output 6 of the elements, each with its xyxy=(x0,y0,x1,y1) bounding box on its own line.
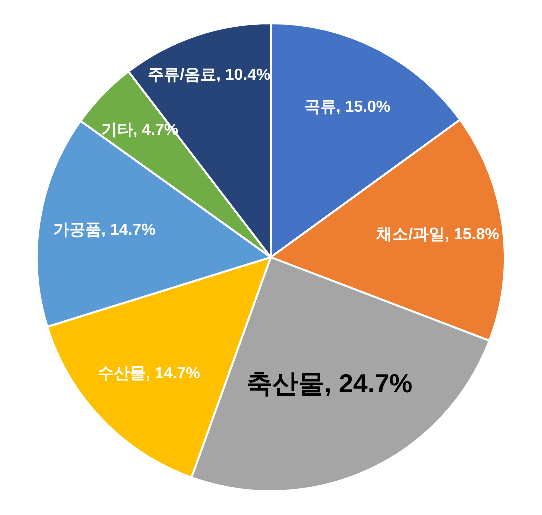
slice-label: 가공품, 14.7% xyxy=(54,222,156,240)
slice-label: 채소/과일, 15.8% xyxy=(376,226,500,244)
slice-label: 곡류, 15.0% xyxy=(304,98,391,116)
slice-label: 축산물, 24.7% xyxy=(246,368,413,398)
slice-label: 주류/음료, 10.4% xyxy=(148,67,271,84)
slice-label: 수산물, 14.7% xyxy=(98,365,200,382)
